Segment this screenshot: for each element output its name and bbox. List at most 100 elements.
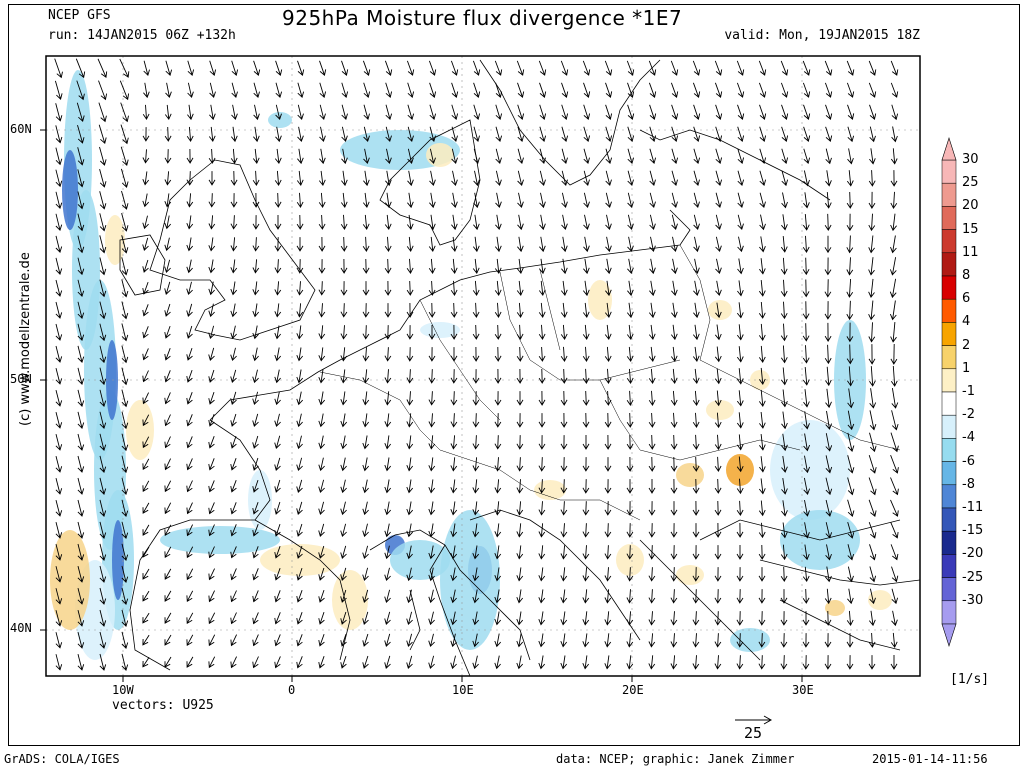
wind-vector-arrow xyxy=(340,655,347,669)
wind-vector-arrow xyxy=(274,612,281,625)
wind-vector-arrow xyxy=(142,480,150,492)
wind-vector-arrow xyxy=(450,60,459,76)
wind-vector-arrow xyxy=(473,104,481,121)
wind-vector-arrow xyxy=(626,545,634,560)
wind-vector-arrow xyxy=(142,436,150,449)
wind-vector-arrow xyxy=(869,148,876,165)
wind-vector-arrow xyxy=(758,655,766,670)
wind-vector-arrow xyxy=(318,567,325,581)
wind-vector-arrow xyxy=(297,60,305,77)
wind-vector-arrow xyxy=(736,545,744,560)
wind-vector-arrow xyxy=(780,279,788,298)
wind-vector-arrow xyxy=(714,390,722,407)
wind-vector-arrow xyxy=(296,457,303,472)
wind-vector-arrow xyxy=(296,170,304,186)
wind-vector-arrow xyxy=(428,545,436,560)
wind-vector-arrow xyxy=(385,104,393,121)
wind-vector-arrow xyxy=(319,82,327,99)
wind-vector-arrow xyxy=(494,501,502,516)
wind-vector-arrow xyxy=(252,612,259,625)
wind-vector-arrow xyxy=(208,303,215,318)
wind-vector-arrow xyxy=(824,301,832,320)
wind-vector-arrow xyxy=(472,611,480,626)
wind-vector-arrow xyxy=(121,367,129,386)
wind-vector-arrow xyxy=(693,214,700,231)
wind-vector-arrow xyxy=(451,170,458,187)
wind-vector-arrow xyxy=(450,611,457,626)
wind-vector-arrow xyxy=(407,104,415,121)
wind-vector-arrow xyxy=(407,126,414,143)
colorbar-level-label: 8 xyxy=(962,268,971,283)
wind-vector-arrow xyxy=(715,192,722,209)
wind-vector-arrow xyxy=(142,414,150,427)
wind-vector-arrow xyxy=(847,521,855,539)
wind-vector-arrow xyxy=(142,524,150,536)
wind-vector-arrow xyxy=(384,325,392,340)
wind-vector-arrow xyxy=(186,414,193,427)
wind-vector-arrow xyxy=(186,259,193,274)
wind-vector-arrow xyxy=(450,280,458,296)
wind-vector-arrow xyxy=(208,436,215,449)
wind-vector-arrow xyxy=(121,455,129,474)
wind-vector-arrow xyxy=(802,214,810,231)
wind-vector-arrow xyxy=(77,367,85,385)
wind-vector-arrow xyxy=(119,58,130,78)
wind-vector-arrow xyxy=(319,148,326,165)
wind-vector-arrow xyxy=(781,104,789,121)
wind-vector-arrow xyxy=(803,544,810,561)
wind-vector-arrow xyxy=(120,146,129,167)
wind-vector-arrow xyxy=(714,611,722,626)
wind-vector-arrow xyxy=(319,126,326,143)
wind-vector-arrow xyxy=(538,523,546,538)
wind-vector-arrow xyxy=(208,281,215,296)
wind-vector-arrow xyxy=(516,567,524,582)
wind-vector-arrow xyxy=(692,412,700,428)
wind-vector-arrow xyxy=(802,60,811,76)
colorbar-level-label: 2 xyxy=(962,337,971,353)
wind-vector-arrow xyxy=(781,411,788,430)
wind-vector-arrow xyxy=(891,610,898,627)
wind-vector-arrow xyxy=(450,501,458,516)
wind-vector-arrow xyxy=(296,501,303,515)
wind-vector-arrow xyxy=(340,281,348,296)
wind-vector-arrow xyxy=(340,369,348,384)
wind-vector-arrow xyxy=(473,82,481,99)
wind-vector-arrow xyxy=(142,193,150,208)
wind-vector-arrow xyxy=(120,124,129,145)
wind-vector-arrow xyxy=(406,302,414,318)
wind-vector-arrow xyxy=(406,567,413,582)
wind-vector-arrow xyxy=(781,170,789,187)
wind-vector-arrow xyxy=(209,104,216,121)
wind-vector-arrow xyxy=(186,392,193,405)
wind-vector-arrow xyxy=(560,457,568,472)
wind-vector-arrow xyxy=(275,60,283,77)
colorbar-swatch xyxy=(941,345,957,370)
wind-vector-arrow xyxy=(54,80,63,100)
lon-label-10e: 10E xyxy=(452,683,474,697)
wind-vector-arrow xyxy=(164,634,172,646)
wind-vector-arrow xyxy=(318,303,326,318)
wind-vector-arrow xyxy=(648,390,656,406)
wind-vector-arrow xyxy=(714,412,722,429)
wind-vector-arrow xyxy=(538,479,546,494)
wind-vector-arrow xyxy=(758,522,766,539)
wind-vector-arrow xyxy=(187,104,194,121)
reference-vector-icon xyxy=(735,715,773,725)
wind-vector-arrow xyxy=(736,611,744,626)
wind-vector-arrow xyxy=(230,347,237,362)
wind-vector-arrow xyxy=(363,104,370,121)
wind-vector-arrow xyxy=(384,589,391,604)
wind-vector-arrow xyxy=(230,391,237,405)
wind-vector-arrow xyxy=(77,587,85,605)
wind-vector-arrow xyxy=(55,610,63,627)
wind-vector-arrow xyxy=(714,368,722,385)
wind-vector-arrow xyxy=(693,302,700,319)
wind-vector-arrow xyxy=(802,566,810,583)
wind-vector-arrow xyxy=(649,236,656,253)
wind-vector-arrow xyxy=(604,324,612,340)
wind-vector-arrow xyxy=(648,633,656,648)
wind-vector-arrow xyxy=(119,80,130,101)
wind-vector-arrow xyxy=(802,345,810,364)
wind-vector-arrow xyxy=(604,589,612,604)
wind-vector-arrow xyxy=(450,523,458,538)
